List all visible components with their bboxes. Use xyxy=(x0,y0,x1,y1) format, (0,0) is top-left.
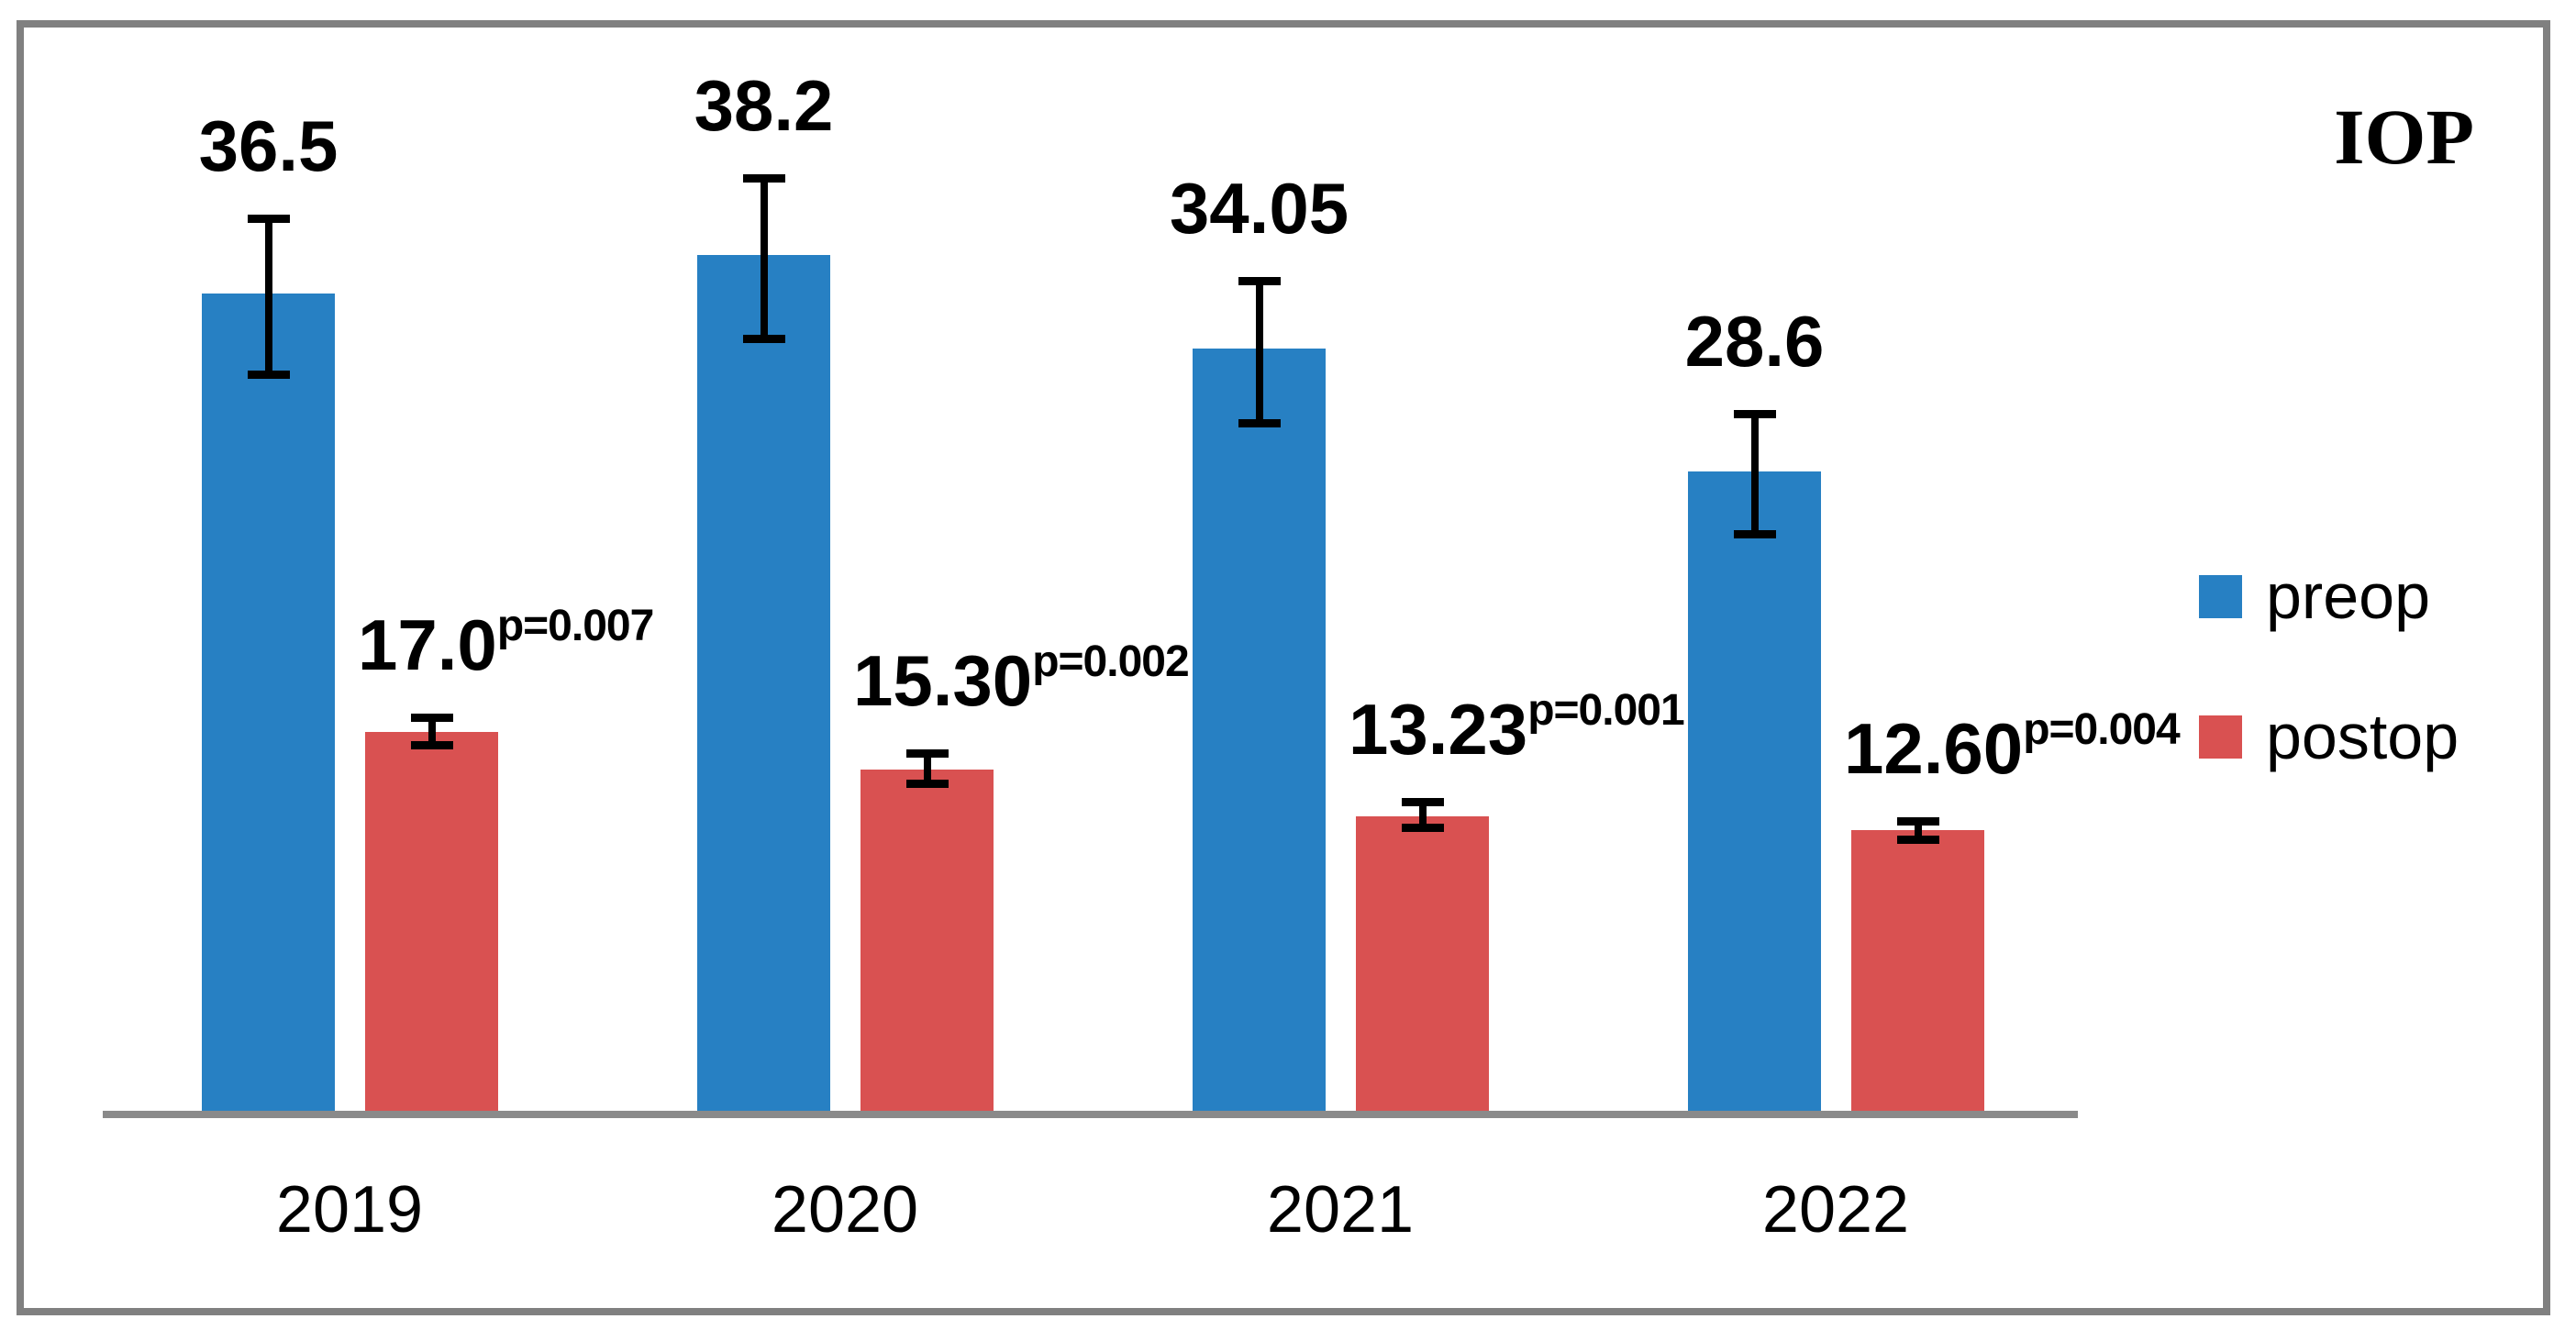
preop-error-whisker xyxy=(760,174,768,343)
legend-item-postop: postop xyxy=(2199,704,2459,770)
postop-legend-swatch xyxy=(2199,715,2242,759)
postop-value-text: 12.60 xyxy=(1844,707,2024,789)
preop-bar xyxy=(1688,471,1821,1114)
postop-value-text: 13.23 xyxy=(1349,689,1528,770)
preop-error-cap-bottom xyxy=(1238,418,1281,427)
postop-value-text: 17.0 xyxy=(358,604,497,686)
preop-legend-label: preop xyxy=(2266,560,2431,632)
preop-error-cap-bottom xyxy=(742,334,785,343)
chart-title: IOP xyxy=(2334,93,2474,181)
postop-error-whisker xyxy=(1418,798,1427,833)
preop-error-cap-top xyxy=(1238,276,1281,285)
preop-error-cap-top xyxy=(742,174,785,183)
postop-error-whisker xyxy=(1914,816,1922,845)
preop-legend-swatch xyxy=(2199,574,2242,618)
preop-error-cap-top xyxy=(1733,410,1776,419)
preop-error-cap-bottom xyxy=(1733,530,1776,539)
postop-legend-label: postop xyxy=(2266,701,2459,772)
p-value-superscript: p=0.002 xyxy=(1032,637,1189,687)
preop-error-whisker xyxy=(1750,410,1759,539)
postop-error-cap-bottom xyxy=(1896,836,1939,845)
preop-value-label: 28.6 xyxy=(1684,301,1825,382)
postop-error-whisker xyxy=(427,714,436,750)
postop-error-cap-bottom xyxy=(905,779,949,788)
preop-value-label: 34.05 xyxy=(1169,167,1349,249)
preop-error-whisker xyxy=(1255,276,1263,427)
p-value-superscript: p=0.004 xyxy=(2023,704,2180,754)
postop-value-label: 13.23p=0.001 xyxy=(1349,686,1685,766)
postop-error-cap-top xyxy=(1401,798,1444,807)
postop-bar xyxy=(1356,815,1489,1114)
p-value-superscript: p=0.007 xyxy=(496,602,654,651)
postop-error-cap-bottom xyxy=(410,741,453,750)
preop-error-cap-bottom xyxy=(247,371,290,380)
chart-frame xyxy=(17,20,2550,1315)
preop-error-whisker xyxy=(264,215,272,380)
postop-error-whisker xyxy=(923,749,931,788)
preop-bar xyxy=(697,255,830,1114)
postop-error-cap-top xyxy=(410,714,453,723)
postop-bar xyxy=(1851,830,1984,1114)
postop-value-label: 17.0p=0.007 xyxy=(358,602,654,682)
legend-item-preop: preop xyxy=(2199,563,2430,629)
postop-bar xyxy=(861,770,994,1114)
postop-error-cap-bottom xyxy=(1401,824,1444,833)
postop-bar xyxy=(365,731,498,1114)
postop-value-label: 12.60p=0.004 xyxy=(1844,704,2181,784)
preop-bar xyxy=(202,294,335,1114)
p-value-superscript: p=0.001 xyxy=(1527,686,1684,736)
x-axis-label: 2021 xyxy=(1266,1173,1415,1247)
x-axis-line xyxy=(103,1111,2078,1118)
postop-error-cap-top xyxy=(1896,816,1939,826)
preop-value-label: 38.2 xyxy=(694,65,834,147)
preop-value-label: 36.5 xyxy=(198,105,339,187)
x-axis-label: 2020 xyxy=(771,1173,919,1247)
preop-error-cap-top xyxy=(247,215,290,224)
x-axis-label: 2019 xyxy=(275,1173,424,1247)
x-axis-label: 2022 xyxy=(1761,1173,1910,1247)
postop-error-cap-top xyxy=(905,749,949,759)
preop-bar xyxy=(1193,349,1326,1114)
postop-value-label: 15.30p=0.002 xyxy=(853,637,1190,717)
postop-value-text: 15.30 xyxy=(853,640,1033,722)
